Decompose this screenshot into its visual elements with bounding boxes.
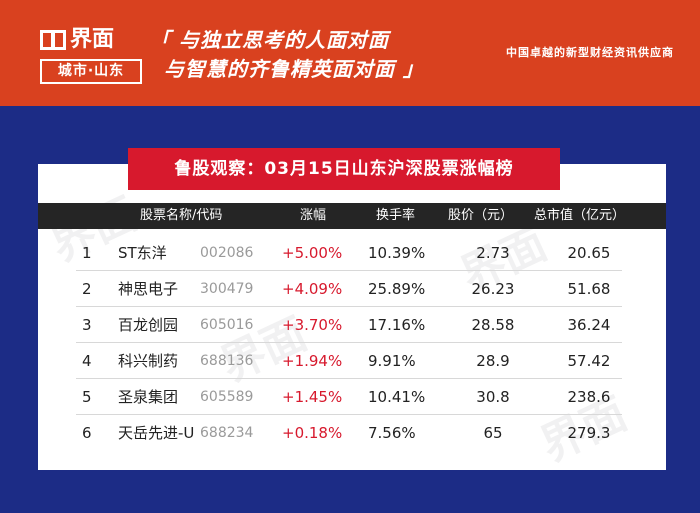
turnover: 25.89% xyxy=(368,280,426,298)
stock-code: 002086 xyxy=(200,245,254,261)
stock-name: 科兴制药 xyxy=(118,352,179,370)
stock-name: 神思电子 xyxy=(118,280,179,298)
change: +0.18% xyxy=(282,424,343,442)
slogan-line-2: 与智慧的齐鲁精英面对面 」 xyxy=(164,57,424,81)
table-row: 3 百龙创园 605016 +3.70% 17.16% 28.58 36.24 xyxy=(38,307,666,343)
rank: 2 xyxy=(82,280,92,298)
header-change: 涨幅 xyxy=(300,208,327,223)
turnover: 7.56% xyxy=(368,424,416,442)
stock-code: 688136 xyxy=(200,353,254,369)
logo-subtitle: 城市·山东 xyxy=(40,59,142,84)
price: 28.9 xyxy=(476,352,510,370)
rank: 1 xyxy=(82,244,92,262)
rank: 5 xyxy=(82,388,92,406)
turnover: 10.39% xyxy=(368,244,426,262)
header-turnover: 换手率 xyxy=(376,208,416,223)
rank: 3 xyxy=(82,316,92,334)
table-row: 4 科兴制药 688136 +1.94% 9.91% 28.9 57.42 xyxy=(38,343,666,379)
stock-code: 605589 xyxy=(200,389,254,405)
stock-code: 688234 xyxy=(200,425,254,441)
change: +3.70% xyxy=(282,316,343,334)
market-cap: 20.65 xyxy=(567,244,611,262)
price: 2.73 xyxy=(476,244,510,262)
market-cap: 36.24 xyxy=(567,316,611,334)
logo-top: 界面 xyxy=(40,26,142,54)
market-cap: 51.68 xyxy=(567,280,611,298)
logo-mark-icon xyxy=(40,30,66,50)
table-row: 2 神思电子 300479 +4.09% 25.89% 26.23 51.68 xyxy=(38,271,666,307)
price: 28.58 xyxy=(471,316,515,334)
header-market-cap: 总市值（亿元） xyxy=(534,208,626,223)
market-cap: 238.6 xyxy=(567,388,611,406)
table-row: 6 天岳先进-U 688234 +0.18% 7.56% 65 279.3 xyxy=(38,415,666,451)
change: +1.94% xyxy=(282,352,343,370)
rank: 6 xyxy=(82,424,92,442)
stock-code: 300479 xyxy=(200,281,254,297)
slogan: 「 与独立思考的人面对面 与智慧的齐鲁精英面对面 」 xyxy=(150,26,424,84)
turnover: 17.16% xyxy=(368,316,426,334)
stock-name: 圣泉集团 xyxy=(118,388,179,406)
market-cap: 57.42 xyxy=(567,352,611,370)
header-band: 界面 城市·山东 「 与独立思考的人面对面 与智慧的齐鲁精英面对面 」 中国卓越… xyxy=(0,0,700,106)
tagline: 中国卓越的新型财经资讯供应商 xyxy=(506,46,674,59)
table-body: 1 ST东洋 002086 +5.00% 10.39% 2.73 20.65 2… xyxy=(38,235,666,451)
table-row: 1 ST东洋 002086 +5.00% 10.39% 2.73 20.65 xyxy=(38,235,666,271)
stock-code: 605016 xyxy=(200,317,254,333)
change: +5.00% xyxy=(282,244,343,262)
header-name-code: 股票名称/代码 xyxy=(140,208,223,223)
turnover: 10.41% xyxy=(368,388,426,406)
header-price: 股价（元） xyxy=(448,208,514,223)
price: 65 xyxy=(483,424,503,442)
page-title: 鲁股观察：03月15日山东沪深股票涨幅榜 xyxy=(128,148,560,190)
slogan-line-1: 「 与独立思考的人面对面 xyxy=(150,28,389,52)
stock-name: ST东洋 xyxy=(118,244,167,262)
change: +1.45% xyxy=(282,388,343,406)
rank: 4 xyxy=(82,352,92,370)
brand-logo: 界面 城市·山东 xyxy=(40,26,142,84)
table-row: 5 圣泉集团 605589 +1.45% 10.41% 30.8 238.6 xyxy=(38,379,666,415)
price: 26.23 xyxy=(471,280,515,298)
logo-text: 界面 xyxy=(70,27,115,52)
stock-name: 百龙创园 xyxy=(118,316,179,334)
stock-name: 天岳先进-U xyxy=(118,424,195,442)
market-cap: 279.3 xyxy=(567,424,611,442)
price: 30.8 xyxy=(476,388,510,406)
turnover: 9.91% xyxy=(368,352,416,370)
change: +4.09% xyxy=(282,280,343,298)
table-header: 股票名称/代码 涨幅 换手率 股价（元） 总市值（亿元） xyxy=(38,203,666,229)
